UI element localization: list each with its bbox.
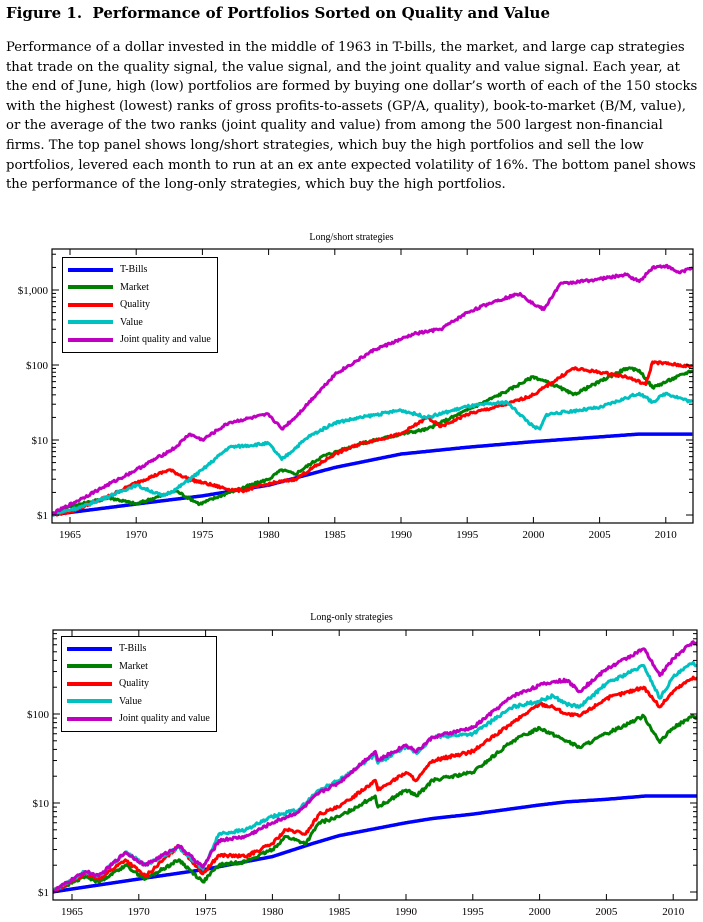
x-tick-label: 1985 [328, 906, 351, 918]
figure-title: Figure 1. Performance of Portfolios Sort… [6, 4, 550, 22]
x-tick-label: 1965 [59, 529, 82, 541]
y-tick-label: $10 [32, 435, 49, 447]
legend: T-Bills Market Quality Value Joint quality a… [62, 257, 218, 353]
legend-item: Joint quality and value [68, 331, 211, 349]
chart-title: Long-only strategies [310, 612, 393, 623]
legend-swatch [68, 285, 113, 290]
legend-label: Joint quality and value [119, 713, 210, 725]
legend-label: T-Bills [119, 643, 147, 655]
y-tick-label: $1,000 [18, 285, 49, 297]
series-line-joint-quality-and-value [52, 263, 693, 516]
legend-label: Value [119, 695, 142, 707]
legend-label: Quality [120, 299, 150, 311]
x-tick-label: 2000 [522, 529, 545, 541]
legend-label: Market [120, 281, 149, 293]
series-line-t-bills [53, 794, 697, 894]
legend-item: Quality [67, 675, 210, 693]
x-tick-label: 2010 [655, 529, 678, 541]
legend-swatch [67, 716, 112, 721]
legend-label: Quality [119, 678, 149, 690]
x-tick-label: 1970 [128, 906, 151, 918]
x-tick-label: 1995 [456, 529, 479, 541]
x-tick-label: 1970 [125, 529, 148, 541]
x-tick-label: 1995 [462, 906, 485, 918]
legend-swatch [68, 337, 113, 342]
series-line-joint-quality-and-value [53, 640, 697, 894]
legend-label: Value [120, 316, 143, 328]
series-line-quality [52, 360, 693, 517]
legend-item: Value [67, 693, 210, 711]
long-short-chart: Long/short strategies 1965 1970 1975 1980 19… [18, 232, 694, 541]
series-line-t-bills [52, 432, 693, 517]
legend-swatch [67, 664, 112, 669]
legend: T-Bills Market Quality Value Joint quality a… [61, 636, 217, 732]
x-tick-label: 1980 [261, 906, 284, 918]
legend-label: Joint quality and value [120, 334, 211, 346]
x-tick-label: 1990 [395, 906, 418, 918]
plot-frame [51, 248, 694, 524]
x-tick-label: 1990 [390, 529, 413, 541]
legend-label: Market [119, 660, 148, 672]
legend-item: Market [67, 658, 210, 676]
y-tick-label: $100 [26, 360, 49, 372]
legend-label: T-Bills [120, 264, 148, 276]
x-tick-label: 1975 [191, 529, 214, 541]
series-line-quality [53, 675, 697, 894]
x-tick-label: 2000 [529, 906, 552, 918]
legend-swatch [67, 699, 112, 704]
legend-item: Value [68, 314, 211, 332]
x-tick-label: 1965 [61, 906, 84, 918]
x-tick-label: 2005 [589, 529, 612, 541]
x-tick-label: 2010 [662, 906, 685, 918]
legend-swatch [68, 302, 113, 307]
figure-caption: Performance of a dollar invested in the … [6, 40, 698, 193]
legend-swatch [67, 646, 112, 651]
x-tick-label: 1975 [195, 906, 218, 918]
legend-swatch [68, 320, 113, 325]
y-tick-label: $1 [37, 510, 48, 522]
legend-item: Joint quality and value [67, 710, 210, 728]
x-tick-label: 2005 [595, 906, 618, 918]
legend-item: Market [68, 279, 211, 297]
y-tick-label: $1 [38, 887, 49, 899]
x-tick-label: 1980 [258, 529, 281, 541]
y-tick-label: $100 [27, 709, 50, 721]
series-line-market [53, 713, 697, 894]
legend-item: T-Bills [67, 640, 210, 658]
y-tick-label: $10 [33, 798, 50, 810]
legend-swatch [67, 681, 112, 686]
x-tick-label: 1985 [324, 529, 347, 541]
legend-item: T-Bills [68, 261, 211, 279]
series-line-value [52, 391, 693, 517]
legend-swatch [68, 267, 113, 272]
plot-frame [52, 629, 698, 901]
chart-title: Long/short strategies [309, 232, 394, 243]
legend-item: Quality [68, 296, 211, 314]
